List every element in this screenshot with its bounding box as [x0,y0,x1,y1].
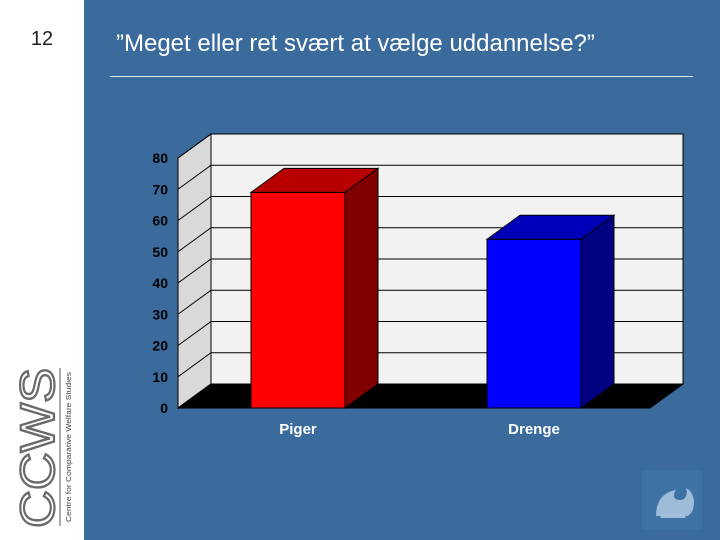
gridline [177,196,683,221]
x-tick-label: Piger [279,421,317,438]
logo-subtitle: Centre for Comparative Welfare Studies [66,371,73,522]
y-tick-label: 30 [152,306,168,322]
slide-title: ”Meget eller ret svært at vælge uddannel… [116,30,595,57]
y-tick-label: 40 [152,275,168,291]
bar-drenge [486,238,582,409]
bar-side-drenge [580,214,615,409]
y-tick-label: 10 [152,369,168,385]
y-tick-label: 0 [160,400,168,416]
title-divider [110,76,693,77]
bar-side-piger [344,167,379,409]
x-tick-label: Drenge [508,421,560,438]
gridline [177,164,683,190]
y-tick-label: 60 [152,213,168,229]
slide-number: 12 [30,28,54,50]
sidebar: 12 CCWS Centre for Comparative Welfare S… [0,0,84,540]
university-emblem-icon [642,470,702,530]
y-tick-label: 70 [152,181,168,197]
ccws-logo: CCWS Centre for Comparative Welfare Stud… [11,367,73,529]
y-tick-label: 50 [152,244,168,260]
logo-text: CCWS [12,368,65,528]
bar-chart: 0 10 20 30 40 50 60 70 80 Piger Drenge [152,133,685,438]
y-tick-label: 20 [152,338,168,354]
bar-piger [250,191,346,409]
gridline [177,133,683,159]
y-tick-label: 80 [152,150,168,166]
